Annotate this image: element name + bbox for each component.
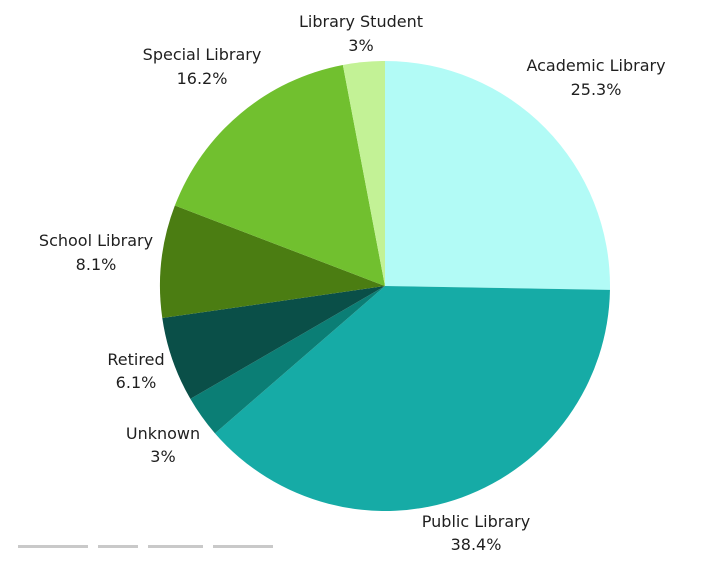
slices-layer xyxy=(159,61,611,511)
cropped-footer-text xyxy=(18,545,308,551)
slice-label-percent: 8.1% xyxy=(76,255,117,274)
pie-slice-academic-library xyxy=(385,61,611,290)
slice-label-name: Retired xyxy=(107,350,164,369)
slice-label-name: School Library xyxy=(39,231,153,250)
slice-label-percent: 6.1% xyxy=(116,373,157,392)
slice-label-name: Public Library xyxy=(422,512,530,531)
pie-slice-special-library xyxy=(174,64,385,286)
pie-slice-school-library xyxy=(159,205,385,319)
slice-label-percent: 3% xyxy=(348,36,373,55)
pie-slice-public-library xyxy=(214,286,610,511)
pie-slice-unknown xyxy=(190,286,385,434)
pie-slice-retired xyxy=(162,286,385,399)
slice-label-name: Academic Library xyxy=(526,56,665,75)
slice-label-name: Library Student xyxy=(299,12,423,31)
slice-label-name: Unknown xyxy=(126,424,200,443)
slice-label-percent: 3% xyxy=(150,447,175,466)
slice-label-percent: 25.3% xyxy=(571,80,622,99)
slice-label-name: Special Library xyxy=(143,45,262,64)
slice-label-percent: 16.2% xyxy=(177,69,228,88)
pie-slice-library-student xyxy=(342,61,385,286)
pie-chart-svg: Academic Library 25.3% Public Library 38.4%… xyxy=(39,12,666,551)
labels-layer: Academic Library 25.3% Public Library 38.4%… xyxy=(39,12,666,551)
slice-label-percent: 38.4% xyxy=(451,535,502,551)
pie-chart: Academic Library 25.3% Public Library 38.4%… xyxy=(18,12,666,551)
